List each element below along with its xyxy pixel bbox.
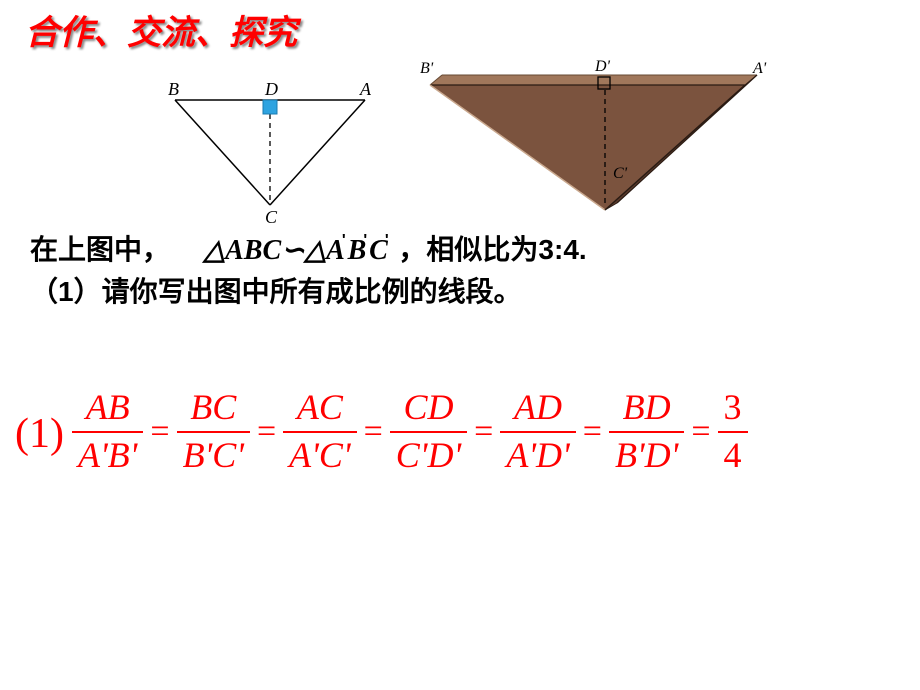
frac-1-den: A'B'	[72, 433, 143, 479]
frac-4-num: CD	[397, 385, 459, 431]
eq-sign-2: =	[257, 413, 276, 451]
frac-1: AB A'B'	[72, 385, 143, 478]
frac-5-num: AD	[508, 385, 568, 431]
answer-equation: (1) AB A'B' = BC B'C' = AC A'C' = CD C'D…	[15, 385, 751, 478]
vertex-label-D: D	[264, 79, 278, 99]
frac-6-den: B'D'	[609, 433, 684, 479]
frac-1-num: AB	[80, 385, 136, 431]
frac-2: BC B'C'	[177, 385, 250, 478]
eq-sign-4: =	[474, 413, 493, 451]
frac-7-num: 3	[718, 385, 748, 431]
text-intro: 在上图中，	[30, 234, 170, 265]
frac-3-num: AC	[291, 385, 349, 431]
frac-6-num: BD	[617, 385, 677, 431]
frac-5: AD A'D'	[500, 385, 575, 478]
frac-6: BD B'D'	[609, 385, 684, 478]
similar-symbol: ∽	[281, 235, 304, 266]
prime-1: '	[342, 232, 346, 249]
frac-3: AC A'C'	[283, 385, 356, 478]
frac-4: CD C'D'	[390, 385, 467, 478]
triangle-abc-diagram: B D A C	[150, 75, 390, 225]
question-1: （1）请你写出图中所有成比例的线段。	[30, 276, 522, 307]
prime-2: '	[363, 232, 367, 249]
vertex-label-Bp: B'	[420, 60, 434, 77]
frac-3-den: A'C'	[283, 433, 356, 479]
problem-statement: 在上图中， △ABC∽△A'B'C' ，相似比为3:4. （1）请你写出图中所有…	[30, 230, 587, 312]
answer-prefix: (1)	[15, 410, 64, 458]
vertex-label-B: B	[168, 79, 179, 99]
eq-sign-6: =	[691, 413, 710, 451]
triangle-abc-prime-diagram: B' D' A' C'	[415, 55, 775, 225]
eq-sign-1: =	[150, 413, 169, 451]
prism-front-face	[430, 85, 745, 210]
text-ratio: ，相似比为3:4.	[398, 234, 586, 265]
prime-3: '	[385, 232, 389, 249]
frac-5-den: A'D'	[500, 433, 575, 479]
vertex-label-Ap: A'	[752, 60, 767, 77]
frac-7-den: 4	[718, 433, 748, 479]
vertex-label-A: A	[359, 79, 372, 99]
page-title: 合作、交流、探究	[25, 5, 297, 54]
diagrams-container: B D A C B' D' A' C'	[150, 55, 800, 215]
frac-2-den: B'C'	[177, 433, 250, 479]
triangle-abc-text: △ABC	[204, 235, 282, 266]
prism-top-face	[430, 75, 757, 85]
vertex-label-C: C	[265, 207, 278, 225]
frac-4-den: C'D'	[390, 433, 467, 479]
frac-2-num: BC	[184, 385, 242, 431]
vertex-label-Dp: D'	[594, 58, 611, 75]
vertex-label-Cp: C'	[613, 165, 628, 182]
eq-sign-5: =	[583, 413, 602, 451]
triangle-a-text: △A	[305, 235, 345, 266]
frac-7: 3 4	[718, 385, 748, 478]
eq-sign-3: =	[364, 413, 383, 451]
